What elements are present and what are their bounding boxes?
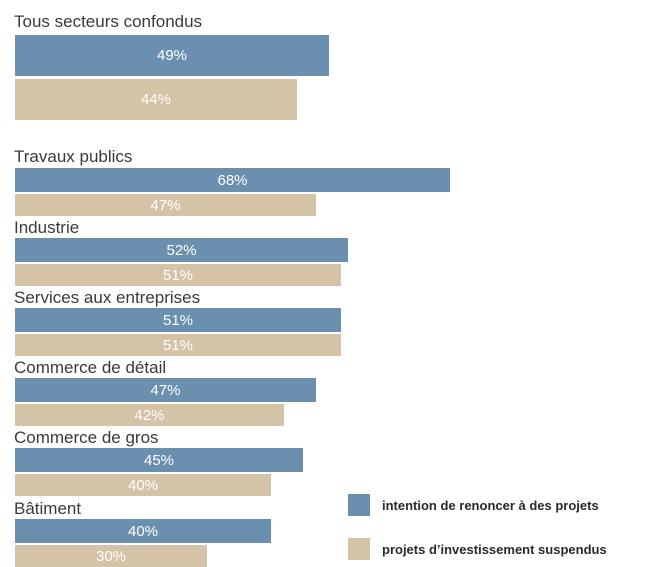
bar-suspendus: 40% — [15, 474, 271, 496]
legend-item-suspendus: projets d’investissement suspendus — [348, 538, 607, 560]
legend: intention de renoncer à des projets proj… — [348, 494, 658, 560]
bar-value-label: 47% — [150, 381, 181, 399]
bar-value-label: 52% — [166, 241, 197, 259]
category-label: Tous secteurs confondus — [14, 12, 203, 31]
bar-value-label: 42% — [134, 406, 165, 424]
legend-label-suspendus: projets d’investissement suspendus — [382, 541, 607, 557]
bar-value-label: 44% — [140, 91, 172, 108]
bar-value-label: 68% — [217, 171, 248, 189]
bar-value-label: 45% — [143, 451, 175, 469]
bar-suspendus: 42% — [15, 404, 284, 426]
bar-suspendus: 51% — [15, 264, 341, 286]
category-label: Industrie — [14, 218, 80, 237]
bar-suspendus: 30% — [15, 545, 207, 567]
bar-value-label: 51% — [162, 336, 194, 354]
category-label: Commerce de gros — [14, 428, 159, 447]
category-label: Commerce de détail — [14, 358, 167, 377]
bar-intention: 49% — [15, 35, 329, 76]
bar-value-label: 51% — [162, 266, 194, 284]
bar-suspendus: 51% — [15, 334, 341, 356]
bar-intention: 51% — [15, 308, 341, 332]
bar-value-label: 49% — [156, 47, 188, 64]
bar-value-label: 40% — [127, 522, 159, 540]
bar-value-label: 51% — [162, 311, 194, 329]
category-label: Bâtiment — [14, 499, 82, 518]
category-label: Travaux publics — [14, 147, 133, 166]
bar-intention: 47% — [15, 378, 316, 402]
bar-intention: 40% — [15, 519, 271, 543]
bar-intention: 45% — [15, 448, 303, 472]
legend-label-intention: intention de renoncer à des projets — [382, 497, 599, 513]
legend-swatch-intention — [348, 494, 370, 516]
bar-value-label: 47% — [150, 196, 181, 214]
bar-intention: 52% — [15, 238, 348, 262]
bar-suspendus: 47% — [15, 194, 316, 216]
legend-item-intention: intention de renoncer à des projets — [348, 494, 599, 516]
bar-suspendus: 44% — [15, 79, 297, 120]
bar-intention: 68% — [15, 168, 450, 192]
legend-swatch-suspendus — [348, 538, 370, 560]
bar-value-label: 40% — [127, 476, 159, 494]
bar-value-label: 30% — [95, 547, 127, 565]
category-label: Services aux entreprises — [14, 288, 201, 307]
